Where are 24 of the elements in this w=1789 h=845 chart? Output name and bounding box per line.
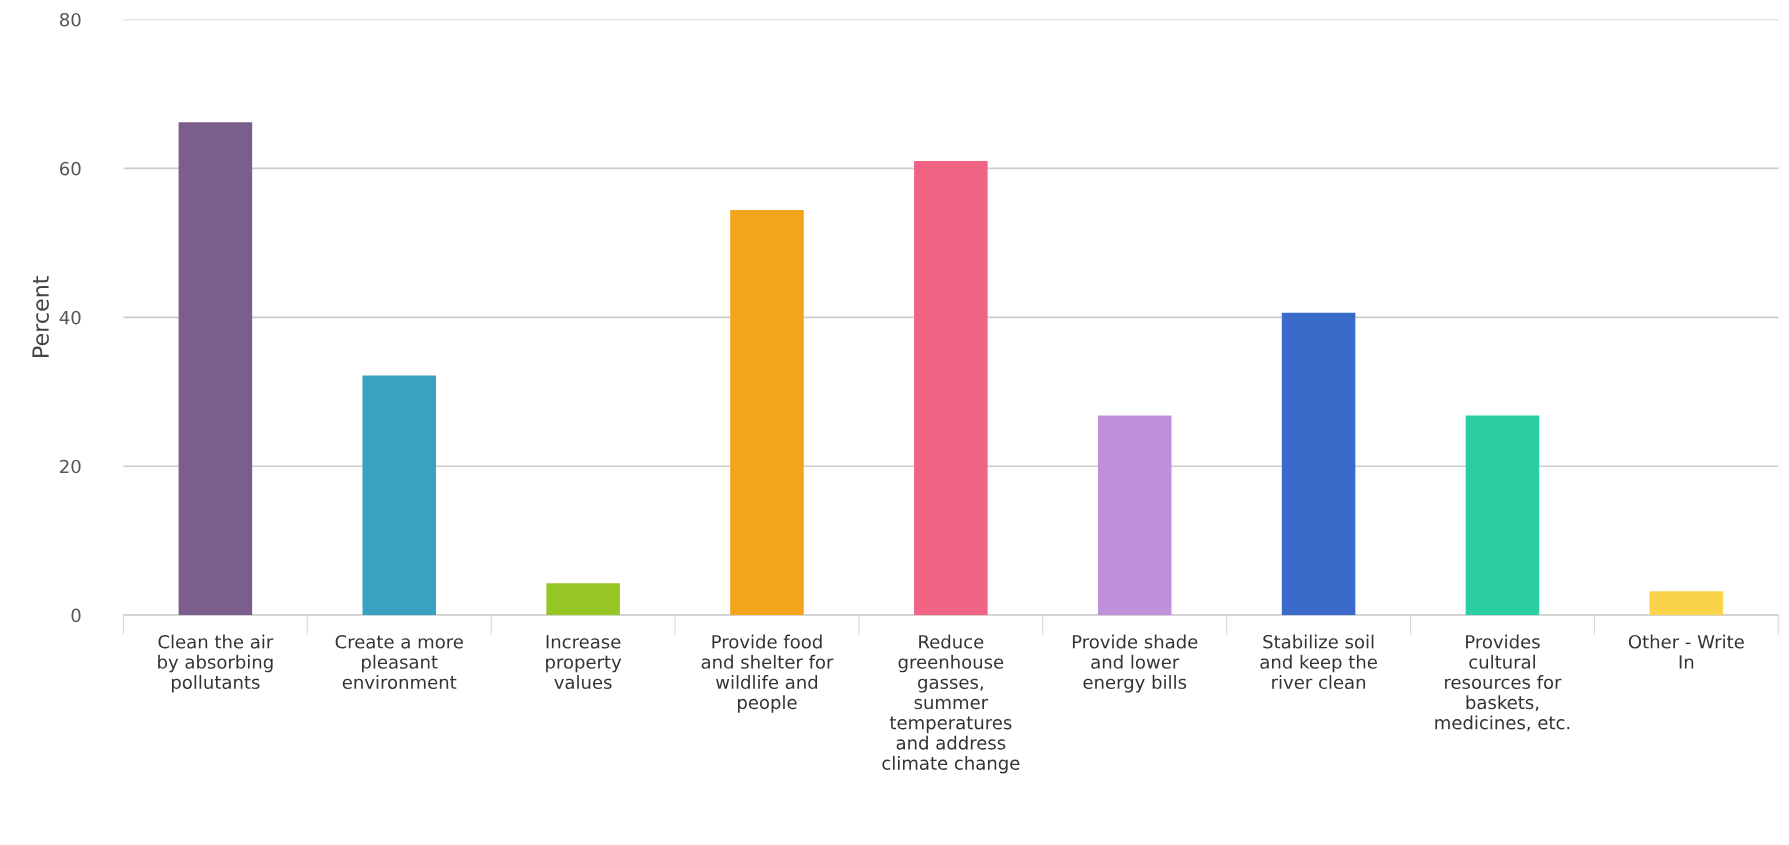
x-tick-label: Reduce greenhouse gasses, summer temperatures and address climate change <box>882 634 1020 774</box>
y-tick-label: 20 <box>60 459 81 474</box>
bar <box>1649 591 1724 616</box>
y-tick-label: 0 <box>71 608 81 623</box>
x-tick-label: Clean the air by absorbing pollutants <box>158 634 274 693</box>
y-axis-title: Percent <box>32 276 49 357</box>
y-tick-label: 60 <box>60 161 81 176</box>
bar <box>1097 415 1172 616</box>
x-tick-label: Create a more pleasant environment <box>335 634 463 690</box>
bar <box>1465 415 1540 616</box>
x-tick-label: Provides cultural resources for baskets, medicines, etc. <box>1435 634 1570 732</box>
bar <box>1281 312 1356 616</box>
y-tick-label: 80 <box>60 12 81 27</box>
x-tick-label: Stabilize soil and keep the river clean <box>1260 634 1377 690</box>
bar <box>362 375 437 616</box>
x-tick-label: Increase property values <box>546 635 622 690</box>
bar <box>178 122 253 616</box>
y-tick-label: 40 <box>59 310 81 325</box>
x-tick-label: Provide shade and lower energy bills <box>1072 634 1198 693</box>
bar <box>546 583 620 616</box>
bar <box>730 210 804 616</box>
x-tick-label: Provide food and shelter for wildlife and people <box>701 634 834 713</box>
x-tick-label: Other - Write In <box>1628 634 1744 669</box>
bar <box>914 160 988 616</box>
